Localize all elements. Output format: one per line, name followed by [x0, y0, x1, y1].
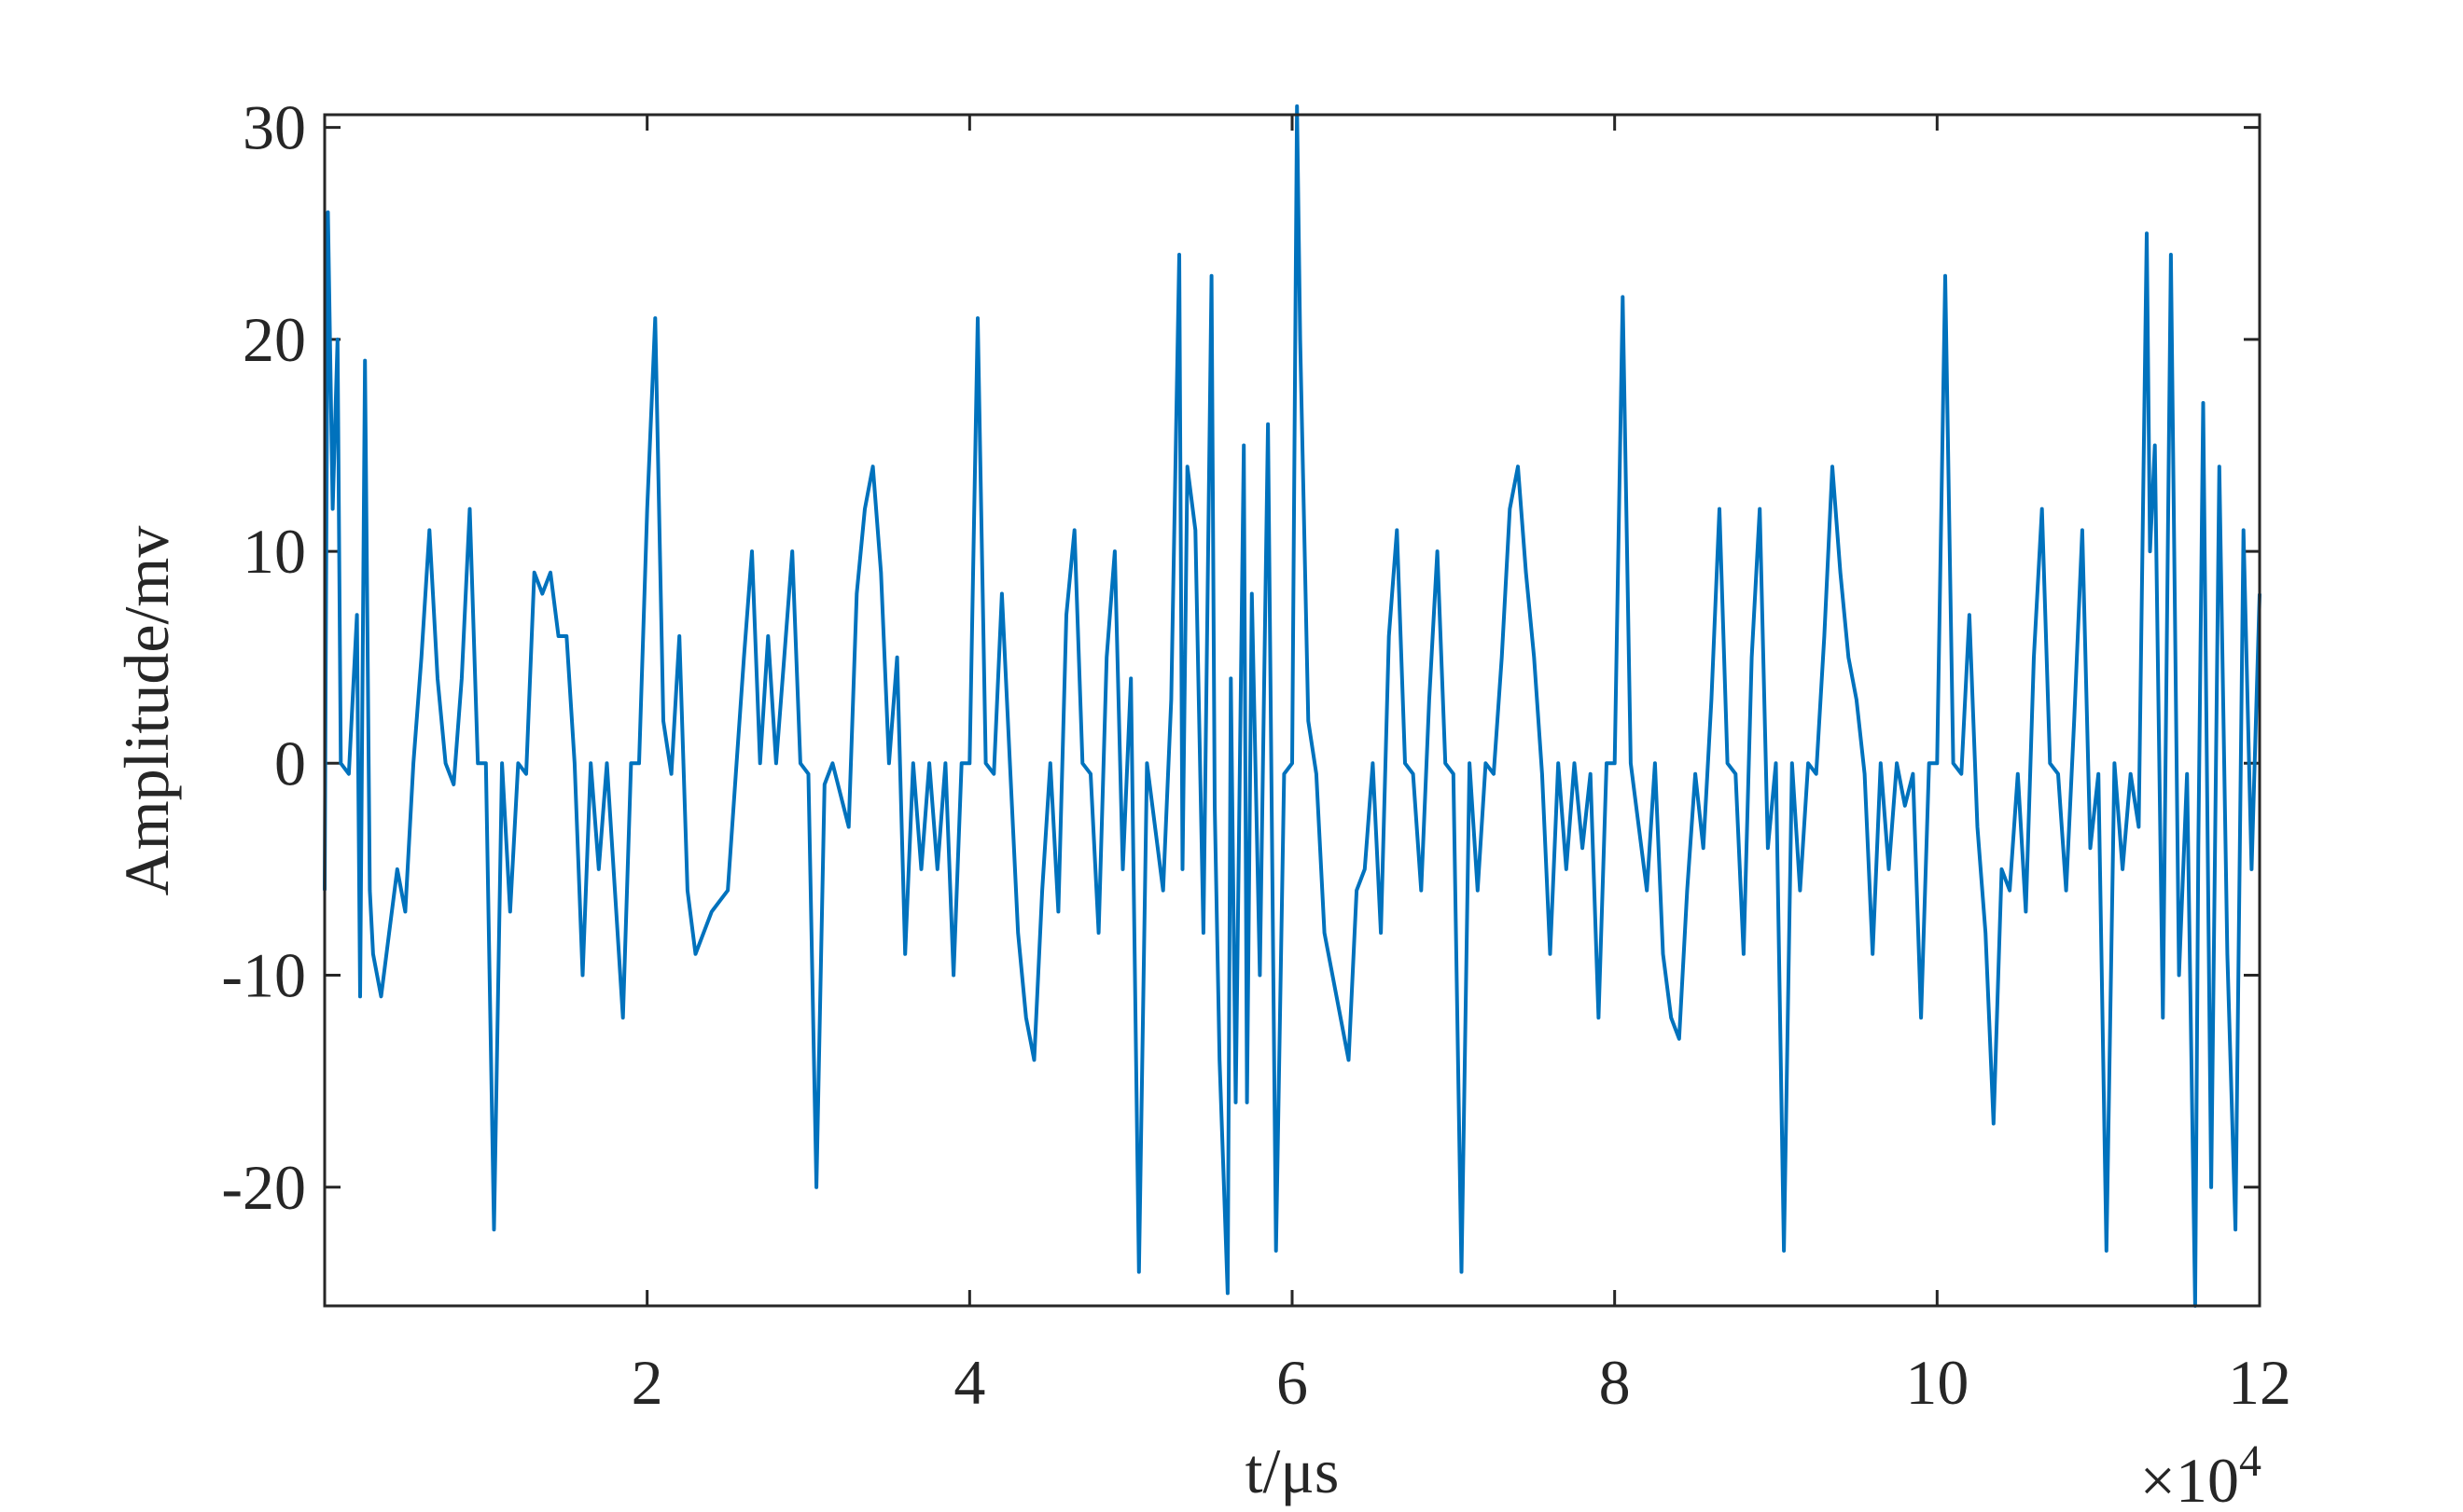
x-tick-label: 8 [1599, 1347, 1631, 1418]
y-tick-label: 30 [243, 92, 306, 163]
x-tick-label: 6 [1276, 1347, 1308, 1418]
y-tick-label: -20 [221, 1152, 306, 1223]
x-tick-label: 2 [632, 1347, 663, 1418]
y-tick-label: 10 [243, 516, 306, 587]
x-axis-label: t/μs [1245, 1436, 1340, 1506]
data-line [323, 104, 2261, 1308]
x-multiplier: ×104 [2140, 1436, 2261, 1512]
y-tick-label: 0 [274, 728, 306, 798]
y-axis-label: Amplitude/mv [111, 526, 182, 896]
plot-frame [323, 113, 2261, 1308]
x-tick-label: 12 [2228, 1347, 2291, 1418]
x-tick-label: 10 [1905, 1347, 1969, 1418]
y-tick-label: -10 [221, 940, 306, 1011]
x-tick-label: 4 [953, 1347, 985, 1418]
y-tick-label: 20 [243, 304, 306, 375]
